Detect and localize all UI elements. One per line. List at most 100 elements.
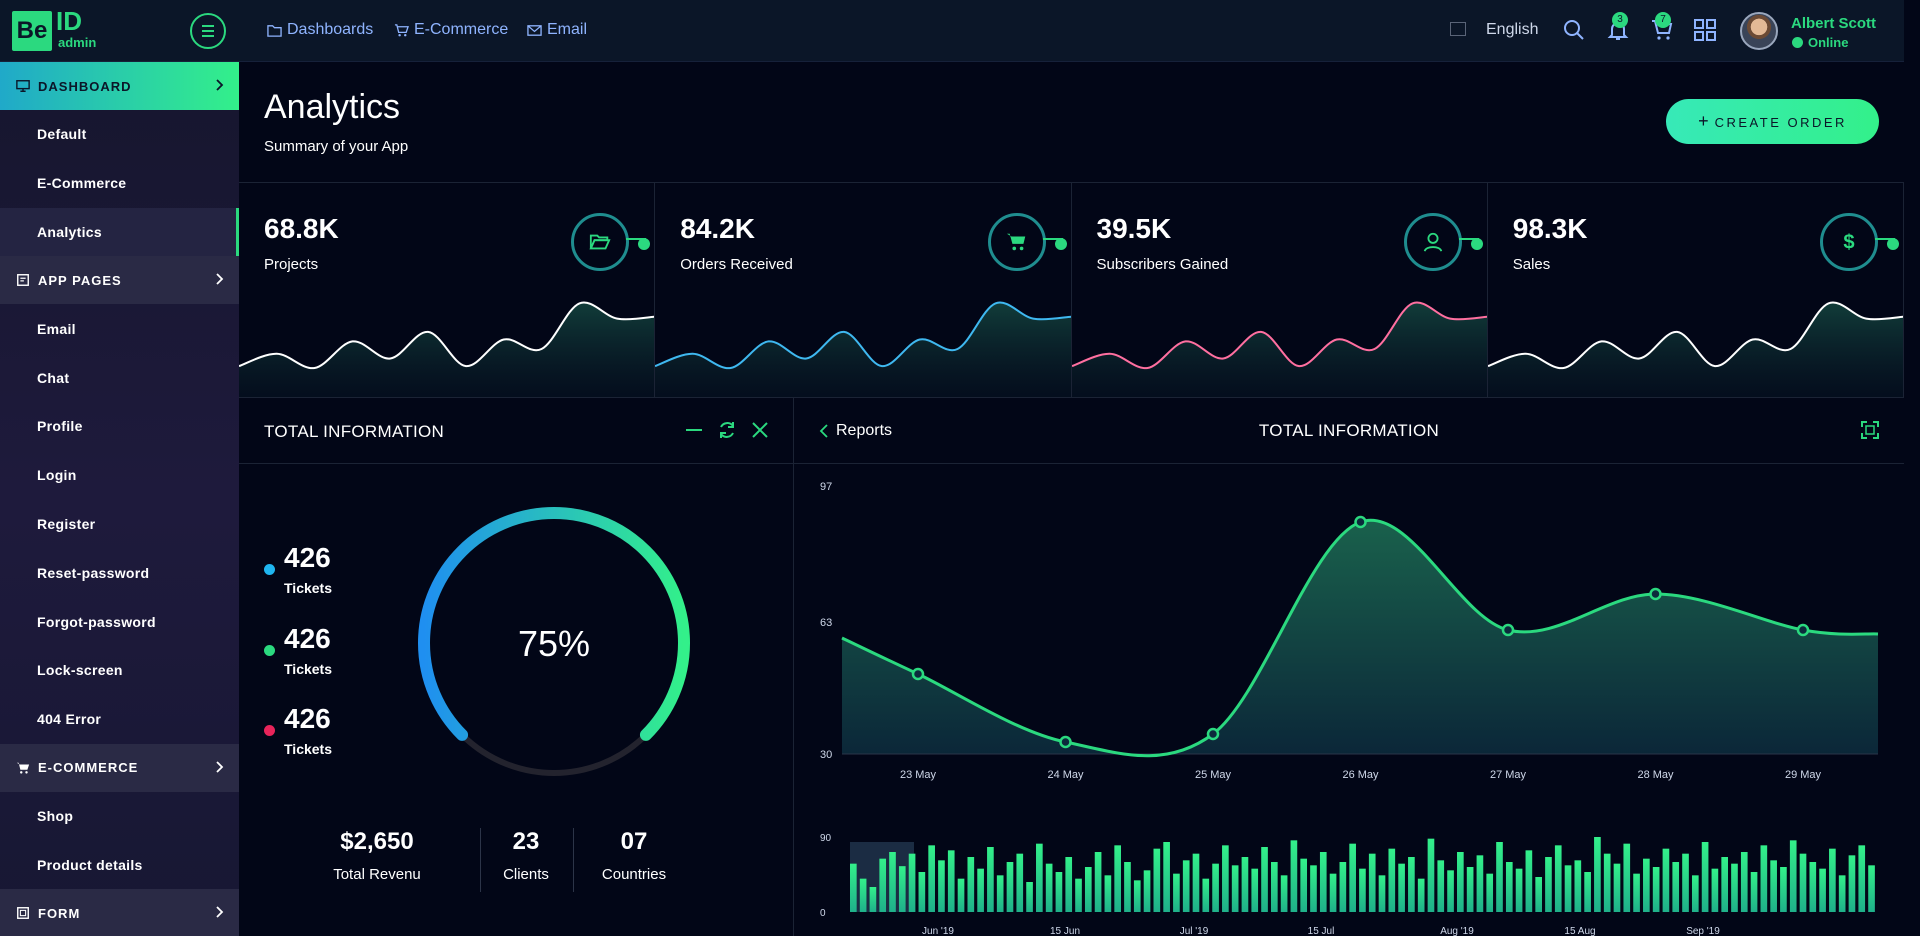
reports-back-label: Reports <box>836 422 893 439</box>
y-tick-label: 97 <box>820 481 832 493</box>
kpi-label: Countries <box>601 866 667 883</box>
fullscreen-icon[interactable] <box>1861 421 1879 439</box>
legend-dot-blue <box>264 564 275 575</box>
sidebar-item-default[interactable]: Default <box>37 126 87 143</box>
navigator-bar <box>1545 857 1552 912</box>
user-avatar[interactable] <box>1740 12 1778 50</box>
create-order-button[interactable]: + CREATE ORDER <box>1666 99 1879 144</box>
legend-item: 426 Tickets <box>264 623 384 683</box>
user-name[interactable]: Albert Scott <box>1791 15 1877 32</box>
hamburger-line <box>202 35 214 37</box>
reports-back-link[interactable]: Reports <box>818 422 892 440</box>
sidebar-section-label: E-COMMERCE <box>38 760 139 776</box>
navigator-bar <box>1652 867 1660 912</box>
apps-grid-icon[interactable] <box>1693 18 1717 42</box>
sidebar-item-register[interactable]: Register <box>37 515 96 532</box>
sidebar-item-analytics[interactable]: Analytics <box>0 207 239 257</box>
stat-card-orders[interactable]: 84.2K Orders Received <box>655 183 1072 397</box>
sparkline-sales <box>1487 301 1903 397</box>
kpi-total-revenue: $2,650 Total Revenu <box>302 828 452 883</box>
legend-label: Tickets <box>284 741 332 757</box>
reports-panel: Reports TOTAL INFORMATION 30 63 97 23 May 24… <box>794 398 1904 936</box>
navigator-bar <box>1006 862 1014 912</box>
legend-item: 426 Tickets <box>264 703 384 763</box>
stat-value: 84.2K <box>680 213 755 244</box>
navigator-bar <box>1408 857 1415 912</box>
panel-header: Reports TOTAL INFORMATION <box>794 398 1904 464</box>
chevron-right-icon <box>216 273 224 286</box>
refresh-icon[interactable] <box>717 420 737 440</box>
sidebar-item-reset-password[interactable]: Reset-password <box>37 564 150 581</box>
bar-x-tick-label: Jul '19 <box>1180 926 1209 936</box>
data-point <box>911 667 925 681</box>
sidebar-item-forgot-password[interactable]: Forgot-password <box>37 613 156 630</box>
plus-icon: + <box>1698 111 1709 131</box>
data-point <box>1501 623 1515 637</box>
navigator-bar <box>1496 842 1503 912</box>
navigator-bar <box>879 858 887 912</box>
sidebar-section-dashboard[interactable]: DASHBOARD <box>0 62 239 110</box>
navigator-bar <box>1701 842 1709 912</box>
x-tick-label: 24 May <box>1047 769 1084 781</box>
logo[interactable]: Be <box>12 11 52 51</box>
sidebar-item-chat[interactable]: Chat <box>37 369 70 386</box>
menu-toggle-button[interactable] <box>190 13 226 49</box>
nav-email-link[interactable]: Email <box>527 21 587 39</box>
page-subtitle: Summary of your App <box>264 138 409 155</box>
cart-icon <box>394 23 409 36</box>
chevron-right-icon <box>216 79 224 91</box>
stat-card-sales[interactable]: 98.3K Sales $ <box>1487 183 1904 397</box>
top-header: Be ID admin Dashboards E-Commerce Email … <box>0 0 1904 62</box>
sidebar-item-lock-screen[interactable]: Lock-screen <box>37 662 123 679</box>
bar-x-tick-label: 15 Aug <box>1564 926 1595 936</box>
nav-ecommerce-link[interactable]: E-Commerce <box>394 21 508 39</box>
logo-id-text: ID <box>56 6 82 36</box>
folder-open-icon <box>589 234 611 250</box>
sparkline-line <box>1487 301 1903 370</box>
search-icon[interactable] <box>1562 18 1586 42</box>
sidebar-section-ecommerce[interactable]: E-COMMERCE <box>0 743 239 792</box>
sidebar-item-login[interactable]: Login <box>37 467 77 484</box>
sidebar-section-app-pages[interactable]: APP PAGES <box>0 256 239 305</box>
sidebar-item-product-details[interactable]: Product details <box>37 856 143 873</box>
monitor-icon <box>16 80 30 92</box>
dollar-icon: $ <box>1843 231 1854 253</box>
navigator-bar <box>1584 872 1591 912</box>
navigator-bar <box>908 853 916 912</box>
sidebar-item-profile[interactable]: Profile <box>37 418 83 435</box>
minimize-icon[interactable] <box>684 420 704 440</box>
navigator-bar <box>1505 862 1513 912</box>
navigator-bar <box>1349 843 1356 912</box>
navigator-bar <box>1731 863 1738 912</box>
bar-y-tick-label: 0 <box>820 908 826 919</box>
stat-label: Orders Received <box>680 256 793 273</box>
navigator-bar <box>1623 843 1631 912</box>
stat-card-projects[interactable]: 68.8K Projects <box>239 183 656 397</box>
navigator-bar <box>1819 868 1826 912</box>
sidebar-item-email[interactable]: Email <box>37 320 76 337</box>
language-flag-icon <box>1450 22 1466 36</box>
area-fill <box>842 520 1878 756</box>
navigator-bar <box>1858 845 1866 912</box>
sidebar-item-404-error[interactable]: 404 Error <box>37 711 102 728</box>
navigator-bar <box>1124 862 1131 912</box>
sidebar-item-shop[interactable]: Shop <box>37 807 74 824</box>
sidebar-section-form[interactable]: FORM <box>0 889 239 936</box>
nav-dashboards-label: Dashboards <box>287 21 374 38</box>
close-icon[interactable] <box>750 420 770 440</box>
nav-dashboards-link[interactable]: Dashboards <box>267 21 373 39</box>
sidebar-item-ecommerce[interactable]: E-Commerce <box>37 175 127 192</box>
navigator-bar <box>1525 850 1533 912</box>
stat-icon-wrap: $ <box>1820 213 1895 271</box>
panel-title: TOTAL INFORMATION <box>264 422 445 441</box>
nav-email-label: Email <box>547 21 588 38</box>
kpi-clients: 23 Clients <box>480 828 572 883</box>
navigator-bar <box>1055 872 1063 912</box>
navigator-bar <box>1339 862 1347 912</box>
stat-card-subscribers[interactable]: 39.5K Subscribers Gained <box>1071 183 1488 397</box>
bar-x-tick-label: Aug '19 <box>1440 926 1474 936</box>
gauge-percent-label: 75% <box>517 623 591 664</box>
navigator-bar <box>967 857 975 912</box>
language-selector[interactable]: English <box>1486 21 1539 38</box>
navigator-bar <box>1065 857 1073 912</box>
